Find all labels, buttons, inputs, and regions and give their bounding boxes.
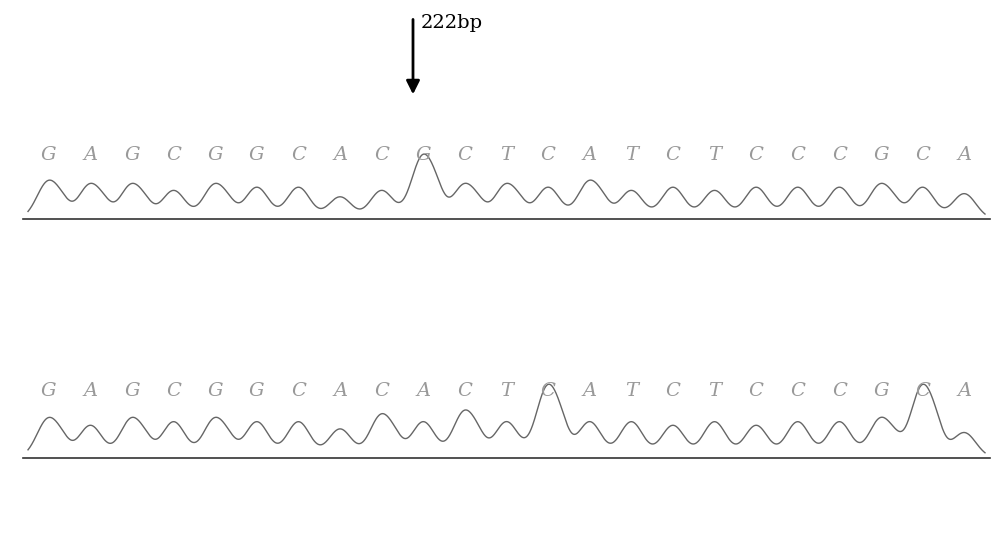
Text: A: A xyxy=(333,147,347,164)
Text: A: A xyxy=(957,382,971,400)
Text: G: G xyxy=(41,382,57,400)
Text: A: A xyxy=(416,382,430,400)
Text: C: C xyxy=(832,147,847,164)
Text: G: G xyxy=(41,147,57,164)
Text: C: C xyxy=(166,382,181,400)
Text: A: A xyxy=(333,382,347,400)
Text: C: C xyxy=(915,382,930,400)
Text: G: G xyxy=(124,147,140,164)
Text: C: C xyxy=(665,382,680,400)
Text: C: C xyxy=(915,147,930,164)
Text: C: C xyxy=(374,147,389,164)
Text: T: T xyxy=(500,147,513,164)
Text: C: C xyxy=(665,147,680,164)
Text: C: C xyxy=(541,382,556,400)
Text: T: T xyxy=(625,147,638,164)
Text: G: G xyxy=(124,382,140,400)
Text: C: C xyxy=(374,382,389,400)
Text: A: A xyxy=(957,147,971,164)
Text: T: T xyxy=(500,382,513,400)
Text: T: T xyxy=(708,147,721,164)
Text: C: C xyxy=(541,147,556,164)
Text: G: G xyxy=(249,382,265,400)
Text: C: C xyxy=(457,147,472,164)
Text: G: G xyxy=(207,382,223,400)
Text: C: C xyxy=(790,147,805,164)
Text: A: A xyxy=(83,147,97,164)
Text: C: C xyxy=(291,382,306,400)
Text: A: A xyxy=(83,382,97,400)
Text: G: G xyxy=(207,147,223,164)
Text: G: G xyxy=(873,382,889,400)
Text: 222bp: 222bp xyxy=(421,14,483,32)
Text: C: C xyxy=(291,147,306,164)
Text: A: A xyxy=(583,382,597,400)
Text: C: C xyxy=(749,147,764,164)
Text: G: G xyxy=(415,147,431,164)
Text: C: C xyxy=(790,382,805,400)
Text: G: G xyxy=(873,147,889,164)
Text: C: C xyxy=(457,382,472,400)
Text: A: A xyxy=(583,147,597,164)
Text: C: C xyxy=(832,382,847,400)
Text: T: T xyxy=(625,382,638,400)
Text: G: G xyxy=(249,147,265,164)
Text: C: C xyxy=(166,147,181,164)
Text: C: C xyxy=(749,382,764,400)
Text: T: T xyxy=(708,382,721,400)
